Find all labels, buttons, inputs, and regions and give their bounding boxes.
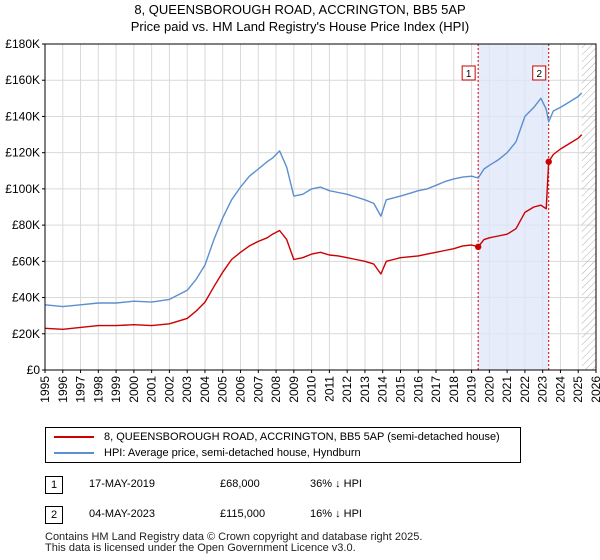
chart-title-line1: 8, QUEENSBOROUGH ROAD, ACCRINGTON, BB5 5… [134, 2, 466, 17]
x-tick-label: 2019 [465, 376, 479, 403]
footer: Contains HM Land Registry data © Crown c… [45, 532, 422, 554]
x-tick-label: 2025 [571, 376, 585, 403]
sale-date: 04-MAY-2023 [89, 508, 156, 520]
x-tick-label: 2024 [553, 376, 567, 403]
sale-marker-box [532, 65, 547, 81]
legend-label-property: 8, QUEENSBOROUGH ROAD, ACCRINGTON, BB5 5… [104, 431, 500, 443]
series-line-hpi [45, 92, 583, 308]
x-tick-label: 1997 [74, 376, 88, 403]
chart-title-line2: Price paid vs. HM Land Registry's House … [130, 19, 470, 34]
x-tick-label: 2006 [234, 376, 248, 403]
y-tick-label: £120K [5, 146, 40, 160]
series-line-property [45, 134, 583, 330]
x-tick-label: 2022 [518, 376, 532, 403]
x-tick-label: 2016 [411, 376, 425, 403]
sale-marker-label: 2 [536, 69, 542, 80]
x-tick-label: 2001 [145, 376, 159, 403]
x-tick-label: 1999 [109, 376, 123, 403]
sale-hpi-diff: 16% ↓ HPI [310, 508, 362, 520]
footer-copyright: Contains HM Land Registry data © Crown c… [45, 531, 423, 543]
legend-swatch-hpi [54, 452, 94, 454]
plot-frame [44, 43, 597, 371]
legend-item-hpi: HPI: Average price, semi-detached house,… [54, 446, 361, 460]
x-tick-label: 2010 [305, 376, 319, 403]
sale-row: 1 17-MAY-2019 £68,000 36% ↓ HPI [45, 476, 445, 494]
legend-swatch-property [54, 436, 94, 438]
x-tick-label: 2023 [536, 376, 550, 403]
x-tick-label: 2004 [198, 376, 212, 403]
sale-marker-box [461, 65, 476, 81]
x-tick-label: 2017 [429, 376, 443, 403]
legend-label-hpi: HPI: Average price, semi-detached house,… [104, 447, 361, 459]
x-tick-label: 2002 [162, 376, 176, 403]
sale-marker-badge: 1 [45, 476, 63, 494]
y-tick-label: £40K [12, 291, 40, 305]
shaded-regions [477, 44, 596, 370]
sale-marker-badge: 2 [45, 506, 63, 524]
y-tick-label: £140K [5, 109, 40, 123]
y-tick-label: £100K [5, 182, 40, 196]
x-tick-label: 2009 [287, 376, 301, 403]
y-tick-label: £20K [12, 327, 40, 341]
x-tick-label: 2005 [216, 376, 230, 403]
sale-price: £115,000 [220, 508, 266, 520]
x-tick-label: 2003 [180, 376, 194, 403]
legend: 8, QUEENSBOROUGH ROAD, ACCRINGTON, BB5 5… [45, 427, 521, 463]
x-tick-label: 2000 [127, 376, 141, 403]
x-tick-label: 1996 [56, 376, 70, 403]
axes: £0 £20K £40K £60K £80K £100K £120K £140K £160K £1… [5, 37, 600, 403]
x-tick-label: 2008 [269, 376, 283, 403]
x-tick-label: 2011 [322, 376, 336, 402]
x-tick-label: 2021 [500, 376, 514, 403]
x-tick-label: 2012 [340, 376, 354, 403]
x-tick-label: 2013 [358, 376, 372, 403]
sale-point [545, 158, 552, 165]
y-tick-label: £0 [27, 363, 41, 377]
future-hatch [581, 44, 596, 370]
x-tick-label: 1998 [91, 376, 105, 403]
sale-marker-label: 1 [466, 69, 472, 80]
sale-row: 2 04-MAY-2023 £115,000 16% ↓ HPI [45, 506, 445, 524]
y-tick-label: £160K [5, 73, 40, 87]
shaded-region [478, 44, 549, 370]
x-tick-label: 2020 [482, 376, 496, 403]
sale-hpi-diff: 36% ↓ HPI [310, 478, 362, 490]
sale-point [474, 243, 482, 251]
x-tick-label: 2007 [251, 376, 265, 403]
y-tick-label: £80K [12, 218, 40, 232]
y-tick-label: £180K [5, 37, 40, 51]
series-layer [45, 92, 583, 330]
sale-date: 17-MAY-2019 [89, 478, 156, 490]
x-tick-label: 2026 [589, 376, 600, 403]
sale-price: £68,000 [220, 478, 260, 490]
x-tick-label: 1995 [38, 376, 52, 403]
x-tick-label: 2015 [393, 376, 407, 403]
legend-item-property: 8, QUEENSBOROUGH ROAD, ACCRINGTON, BB5 5… [54, 430, 500, 444]
y-tick-label: £60K [12, 254, 40, 268]
x-tick-label: 2018 [447, 376, 461, 403]
footer-license: This data is licensed under the Open Gov… [45, 542, 356, 554]
x-tick-label: 2014 [376, 376, 390, 403]
